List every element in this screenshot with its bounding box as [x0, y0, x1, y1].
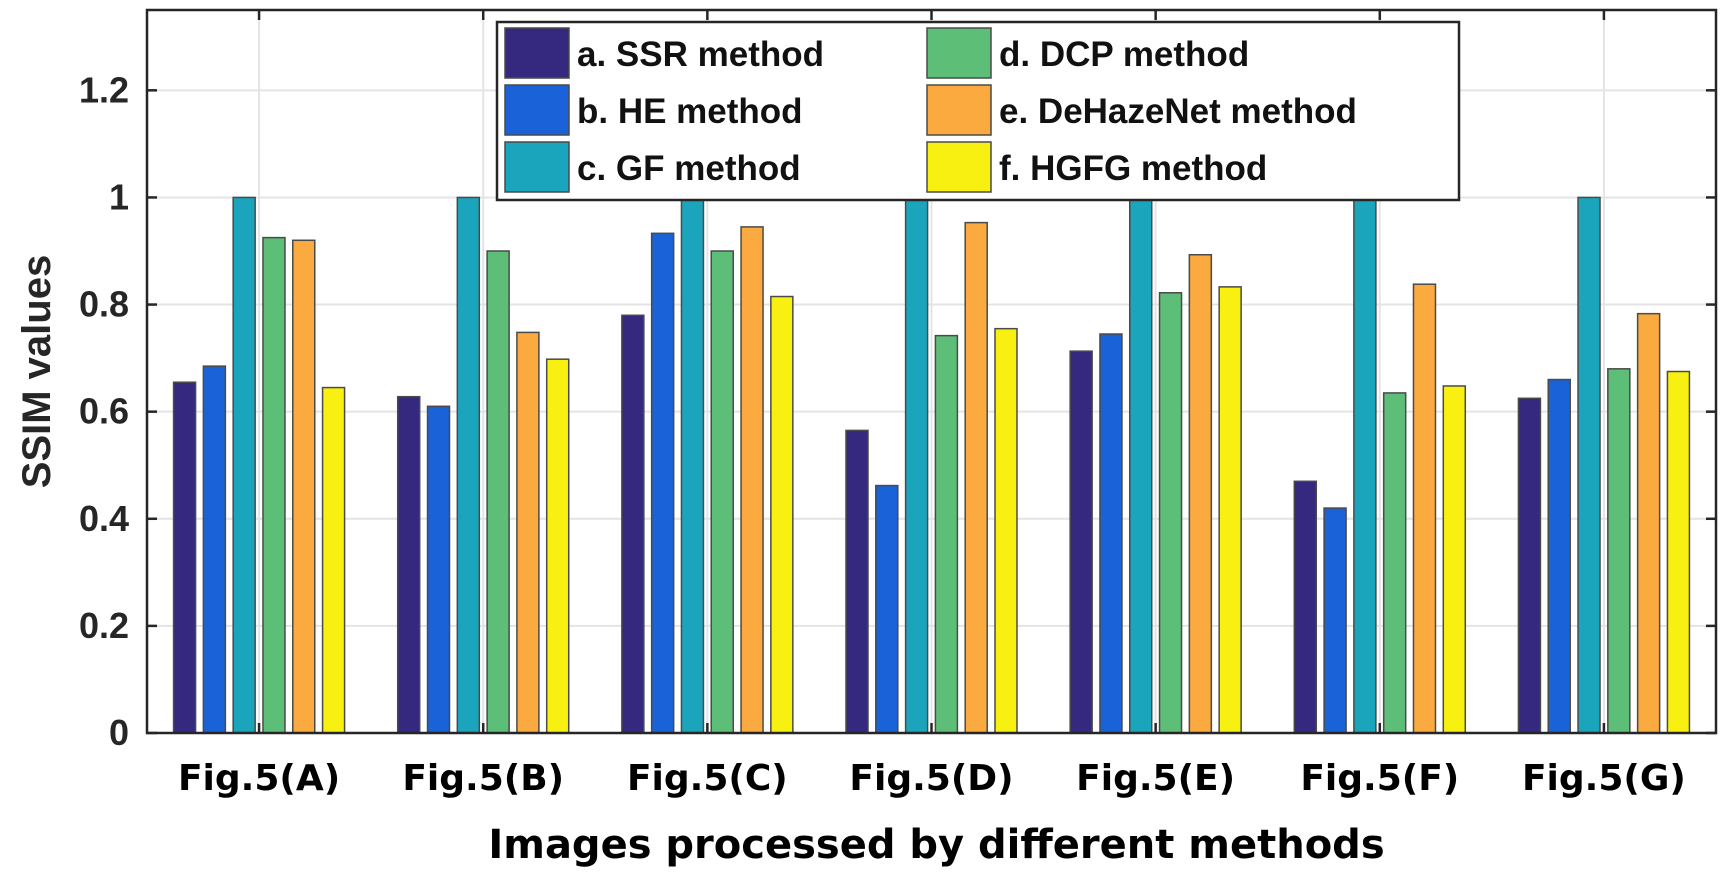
y-tick-label: 0.6: [79, 391, 129, 432]
x-tick-label: Fig.5(G): [1522, 758, 1686, 799]
bar-a-Fig.5(F): [1293, 480, 1318, 734]
bar-b-Fig.5(D): [875, 484, 899, 734]
bar-d-Fig.5(B): [486, 250, 510, 734]
y-tick-label: 1: [109, 176, 129, 217]
y-tick-label: 1.2: [79, 69, 129, 110]
bar-b-Fig.5(E): [1099, 333, 1123, 734]
x-tick-label: Fig.5(D): [849, 758, 1013, 799]
bar-f-Fig.5(G): [1666, 370, 1691, 734]
bar-d-Fig.5(G): [1607, 368, 1631, 734]
legend: a. SSR method b. HE method c. GF method d. …: [495, 20, 1461, 202]
bar-d-Fig.5(E): [1158, 292, 1183, 734]
bar-e-Fig.5(G): [1636, 312, 1661, 734]
legend-swatch: [926, 141, 992, 193]
bar-d-Fig.5(A): [262, 236, 286, 734]
bar-e-Fig.5(C): [740, 226, 764, 734]
bar-b-Fig.5(A): [202, 365, 227, 734]
bar-c-Fig.5(G): [1577, 196, 1601, 734]
bar-f-Fig.5(C): [770, 295, 794, 734]
legend-label: c. GF method: [577, 149, 801, 188]
bar-f-Fig.5(F): [1442, 385, 1467, 734]
legend-label: d. DCP method: [999, 35, 1249, 74]
bar-f-Fig.5(B): [545, 358, 570, 734]
legend-item-b: b. HE method: [504, 84, 803, 136]
bar-a-Fig.5(B): [396, 395, 421, 734]
bar-b-Fig.5(B): [426, 405, 451, 734]
bar-d-Fig.5(D): [934, 334, 959, 734]
y-tick-label: 0.2: [79, 605, 129, 646]
bar-f-Fig.5(D): [994, 327, 1018, 734]
bar-d-Fig.5(C): [710, 250, 735, 734]
bar-b-Fig.5(C): [650, 232, 675, 734]
legend-label: e. DeHazeNet method: [999, 92, 1357, 131]
y-axis-label: SSIM values: [15, 255, 59, 488]
y-tick-label: 0: [109, 712, 129, 753]
legend-item-a: a. SSR method: [504, 27, 824, 79]
bar-e-Fig.5(A): [292, 239, 316, 734]
bar-a-Fig.5(D): [845, 429, 869, 734]
bar-f-Fig.5(E): [1218, 286, 1242, 734]
x-tick-label: Fig.5(A): [178, 758, 340, 799]
bar-c-Fig.5(E): [1128, 196, 1153, 734]
legend-label: a. SSR method: [577, 35, 824, 74]
x-tick-label: Fig.5(F): [1300, 758, 1459, 799]
bar-c-Fig.5(A): [232, 196, 256, 734]
bar-e-Fig.5(E): [1188, 253, 1213, 734]
bar-c-Fig.5(F): [1353, 196, 1377, 734]
bar-e-Fig.5(D): [964, 221, 988, 734]
legend-label: b. HE method: [577, 92, 803, 131]
x-tick-label: Fig.5(E): [1076, 758, 1235, 799]
bar-a-Fig.5(E): [1069, 350, 1093, 734]
bar-c-Fig.5(C): [680, 196, 705, 734]
bar-c-Fig.5(B): [456, 196, 481, 734]
y-tick-label: 0.4: [79, 498, 129, 539]
bar-a-Fig.5(C): [621, 314, 645, 734]
axes: 0 0.2 0.4 0.6 0.8 1 1.2 Fig.5(A) Fig.5(B) Fig.5(C…: [15, 8, 1718, 868]
legend-label: f. HGFG method: [999, 149, 1267, 188]
legend-item-e: e. DeHazeNet method: [926, 84, 1357, 136]
bar-b-Fig.5(F): [1323, 507, 1347, 734]
legend-swatch: [504, 141, 570, 193]
legend-swatch: [504, 27, 570, 79]
legend-swatch: [504, 84, 570, 136]
bar-e-Fig.5(B): [516, 331, 540, 734]
legend-swatch: [926, 84, 992, 136]
legend-item-c: c. GF method: [504, 141, 801, 193]
x-axis-label: Images processed by different methods: [488, 822, 1384, 868]
x-tick-label: Fig.5(C): [627, 758, 788, 799]
bar-e-Fig.5(F): [1412, 283, 1437, 734]
bar-a-Fig.5(G): [1517, 397, 1542, 734]
bar-a-Fig.5(A): [172, 381, 197, 734]
legend-item-d: d. DCP method: [926, 27, 1249, 79]
legend-item-f: f. HGFG method: [926, 141, 1267, 193]
bar-f-Fig.5(A): [321, 386, 346, 734]
bar-d-Fig.5(F): [1382, 392, 1407, 734]
bar-c-Fig.5(D): [904, 196, 929, 734]
x-tick-label: Fig.5(B): [402, 758, 564, 799]
y-tick-label: 0.8: [79, 284, 129, 325]
bar-b-Fig.5(G): [1547, 378, 1571, 734]
legend-swatch: [926, 27, 992, 79]
